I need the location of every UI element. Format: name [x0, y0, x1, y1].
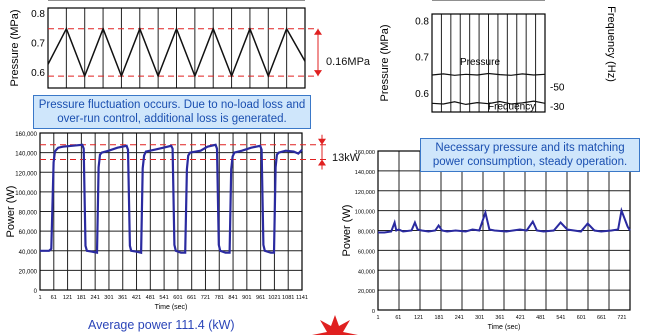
y-tick-label: 0.6: [415, 89, 429, 100]
series-label-frequency: Frequency: [488, 101, 535, 112]
y-tick-label: 80,000: [19, 211, 38, 217]
y-tick-label: 0: [372, 309, 375, 315]
y-tick-label: 40,000: [19, 250, 38, 256]
x-tick-label: 61: [395, 315, 401, 321]
x-tick-label: 361: [495, 315, 504, 321]
x-tick-label: 481: [536, 315, 545, 321]
plot-frame: [39, 132, 303, 291]
x-tick-label: 1021: [268, 295, 280, 301]
x-tick-label: 1: [377, 315, 380, 321]
series-line: [431, 100, 546, 106]
y-axis-label: Power (W): [5, 186, 17, 238]
y-tick-label: 100,000: [15, 191, 37, 197]
pressure-band-label: 0.16MPa: [326, 56, 371, 68]
power-band-label: 13kW: [332, 152, 361, 164]
x-tick-label: 601: [173, 295, 182, 301]
right-pressure-chart: 0.8 0.7 0.6 Pressure (MPa) Pressure Frequency…: [379, 0, 617, 113]
x-tick-label: 541: [159, 295, 168, 301]
x-tick-label: 61: [51, 295, 57, 301]
x-axis-label: Time (sec): [155, 304, 188, 311]
x-tick-label: 841: [228, 295, 237, 301]
x-tick-label: 121: [63, 295, 72, 301]
y-tick-label: 20,000: [19, 269, 38, 275]
y-tick-label: 0.8: [31, 9, 45, 20]
x-tick-label: 661: [597, 315, 606, 321]
y-tick-label: 0.7: [31, 39, 45, 50]
y-tick-label: 60,000: [19, 230, 38, 236]
left-power-chart: 0 20,000 40,000 60,000 80,000 100,000 120,000 1…: [5, 132, 328, 311]
x-tick-label: 481: [146, 295, 155, 301]
y2-tick-label: -30: [550, 102, 565, 113]
y-tick-label: 60,000: [358, 249, 375, 255]
x-tick-label: 181: [77, 295, 86, 301]
x-tick-label: 901: [242, 295, 251, 301]
series-label-pressure: Pressure: [460, 57, 500, 68]
burst-shape: [312, 315, 358, 335]
burst-icon: [312, 315, 358, 335]
y-tick-label: 20,000: [358, 289, 375, 295]
band-arrow-head: [318, 159, 326, 166]
x-tick-label: 721: [617, 315, 626, 321]
y-tick-label: 140,000: [355, 170, 375, 176]
x-tick-label: 301: [104, 295, 113, 301]
y-axis-label: Pressure (MPa): [379, 24, 391, 101]
y-tick-label: 0.6: [31, 68, 45, 79]
x-tick-label: 541: [556, 315, 565, 321]
x-tick-label: 781: [215, 295, 224, 301]
y-tick-label: 80,000: [358, 230, 375, 236]
x-tick-label: 661: [187, 295, 196, 301]
left-pressure-chart: 0.8 0.7 0.6 Pressure (MPa): [9, 0, 322, 89]
y2-tick-label: -50: [550, 83, 565, 94]
y-tick-label: 120,000: [355, 190, 375, 196]
x-tick-label: 421: [132, 295, 141, 301]
x-tick-label: 721: [201, 295, 210, 301]
plot-frame: [431, 13, 546, 113]
x-tick-label: 181: [434, 315, 443, 321]
x-tick-label: 1141: [296, 295, 308, 301]
x-axis-label: Time (sec): [488, 324, 521, 331]
x-tick-label: 361: [118, 295, 127, 301]
y-tick-label: 100,000: [355, 210, 375, 216]
y-axis-label: Power (W): [341, 205, 353, 257]
x-tick-label: 421: [516, 315, 525, 321]
y-axis-label: Pressure (MPa): [9, 9, 21, 86]
series-line: [431, 72, 546, 76]
left-note: Pressure fluctuation occurs. Due to no-l…: [33, 95, 311, 129]
y-tick-label: 0: [34, 289, 38, 295]
x-tick-label: 241: [455, 315, 464, 321]
y-tick-label: 40,000: [358, 269, 375, 275]
plot-frame: [47, 7, 306, 89]
series-line: [40, 143, 303, 255]
y-tick-label: 160,000: [15, 132, 37, 138]
x-tick-label: 601: [577, 315, 586, 321]
x-tick-label: 301: [475, 315, 484, 321]
y-tick-label: 0.7: [415, 53, 429, 64]
band-arrow-head: [318, 138, 326, 145]
x-tick-label: 961: [256, 295, 265, 301]
x-tick-label: 241: [90, 295, 99, 301]
y-tick-label: 140,000: [15, 152, 37, 158]
x-tick-label: 1081: [282, 295, 294, 301]
y-tick-label: 120,000: [15, 171, 37, 177]
series-line: [47, 26, 306, 79]
x-tick-label: 1: [38, 295, 41, 301]
right-note: Necessary pressure and its matching powe…: [420, 138, 640, 172]
x-tick-label: 121: [414, 315, 423, 321]
y-tick-label: 0.8: [415, 16, 429, 27]
series-line: [378, 206, 631, 234]
y2-axis-label: Frequency (Hz): [605, 6, 617, 82]
y-tick-label: 160,000: [355, 150, 375, 156]
average-power-label: Average power 111.4 (kW): [88, 318, 235, 332]
band-arrow-head: [314, 70, 322, 77]
band-arrow-head: [314, 28, 322, 35]
